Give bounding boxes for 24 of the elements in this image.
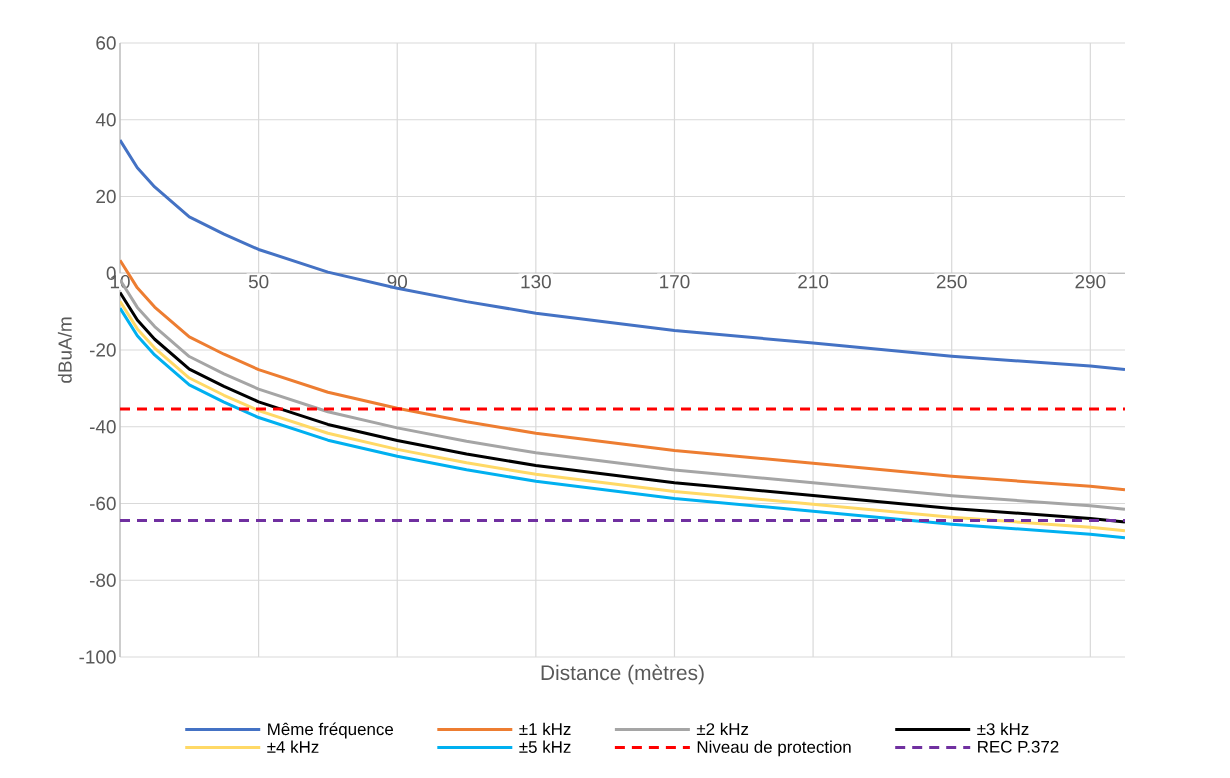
x-tick-label: 250 (936, 274, 967, 289)
legend-label: ±3 kHz (977, 722, 1029, 736)
legend-label: ±4 kHz (267, 740, 319, 753)
legend-label: REC P.372 (978, 740, 1059, 753)
y-tick-label: 20 (96, 189, 116, 204)
y-tick-label: -100 (79, 650, 116, 664)
x-tick-label: 210 (798, 274, 829, 289)
legend-label: ±1 kHz (519, 722, 571, 735)
legend-label: ±5 kHz (519, 740, 571, 753)
x-tick-label: 50 (248, 274, 269, 289)
legend-label: Même fréquence (268, 722, 394, 739)
y-tick-label: -60 (89, 496, 116, 511)
x-tick-label: 170 (660, 274, 690, 289)
y-tick-label: -80 (89, 573, 116, 587)
legend-label: Niveau de protection (697, 740, 851, 757)
legend-label: ±2 kHz (696, 722, 749, 735)
y-axis-title: dBuA/m (57, 317, 72, 383)
x-tick-label: 130 (521, 274, 551, 289)
y-tick-label: -20 (89, 343, 116, 357)
x-axis-title: Distance (mètres) (541, 664, 704, 685)
y-tick-label: 60 (96, 36, 116, 50)
x-tick-label: 290 (1075, 274, 1106, 289)
y-tick-label: 40 (95, 113, 116, 127)
y-tick-label: -40 (89, 420, 116, 434)
